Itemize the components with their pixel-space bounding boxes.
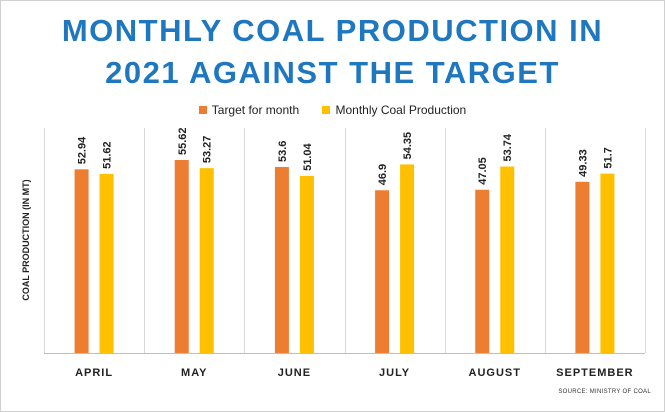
bar-value-label: 49.33 (577, 149, 589, 177)
bar-target-april (74, 169, 89, 353)
chart-title-line1: MONTHLY COAL PRODUCTION IN (61, 13, 604, 48)
bar-target-july (375, 190, 390, 353)
bar-value-label: 51.7 (602, 147, 614, 168)
bar-production-may (199, 168, 214, 353)
bar-target-august (475, 189, 490, 353)
legend-swatch-production (322, 105, 331, 114)
legend-item-target: Target for month (198, 103, 300, 117)
x-tick-label: SEPTEMBER (556, 367, 633, 379)
chart-title-line2: 2021 AGAINST THE TARGET (105, 55, 560, 90)
bar-production-april (99, 173, 114, 353)
bar-value-label: 52.94 (77, 136, 89, 164)
bar-target-june (274, 167, 289, 353)
bar-target-may (174, 160, 189, 353)
chart-legend: Target for month Monthly Coal Production (0, 103, 665, 117)
bar-value-label: 47.05 (477, 157, 489, 185)
x-tick-label: JUNE (278, 367, 311, 379)
bar-production-september (600, 173, 615, 353)
chart-title: MONTHLY COAL PRODUCTION IN 2021 AGAINST … (0, 10, 665, 94)
bar-target-september (575, 181, 590, 353)
bar-value-label: 51.04 (302, 142, 314, 170)
x-tick-label: MAY (181, 367, 207, 379)
x-tick-label: APRIL (75, 367, 113, 379)
x-tick-label: JULY (379, 367, 410, 379)
legend-item-production: Monthly Coal Production (322, 103, 466, 117)
bar-value-label: 53.74 (502, 133, 514, 161)
legend-swatch-target (198, 105, 207, 114)
bar-production-june (299, 175, 314, 353)
legend-label-target: Target for month (211, 103, 300, 117)
bar-value-label: 51.62 (102, 141, 114, 169)
bar-value-label: 53.27 (202, 136, 214, 164)
bar-value-label: 53.6 (277, 141, 289, 162)
bar-production-august (500, 166, 515, 353)
bar-production-july (400, 164, 415, 353)
source-note: SOURCE: MINISTRY OF COAL (558, 389, 651, 395)
bar-value-label: 55.62 (177, 127, 189, 155)
bar-value-label: 54.35 (402, 132, 414, 160)
legend-label-production: Monthly Coal Production (335, 103, 467, 117)
x-tick-label: AUGUST (469, 367, 521, 379)
bar-value-label: 46.9 (377, 164, 389, 185)
